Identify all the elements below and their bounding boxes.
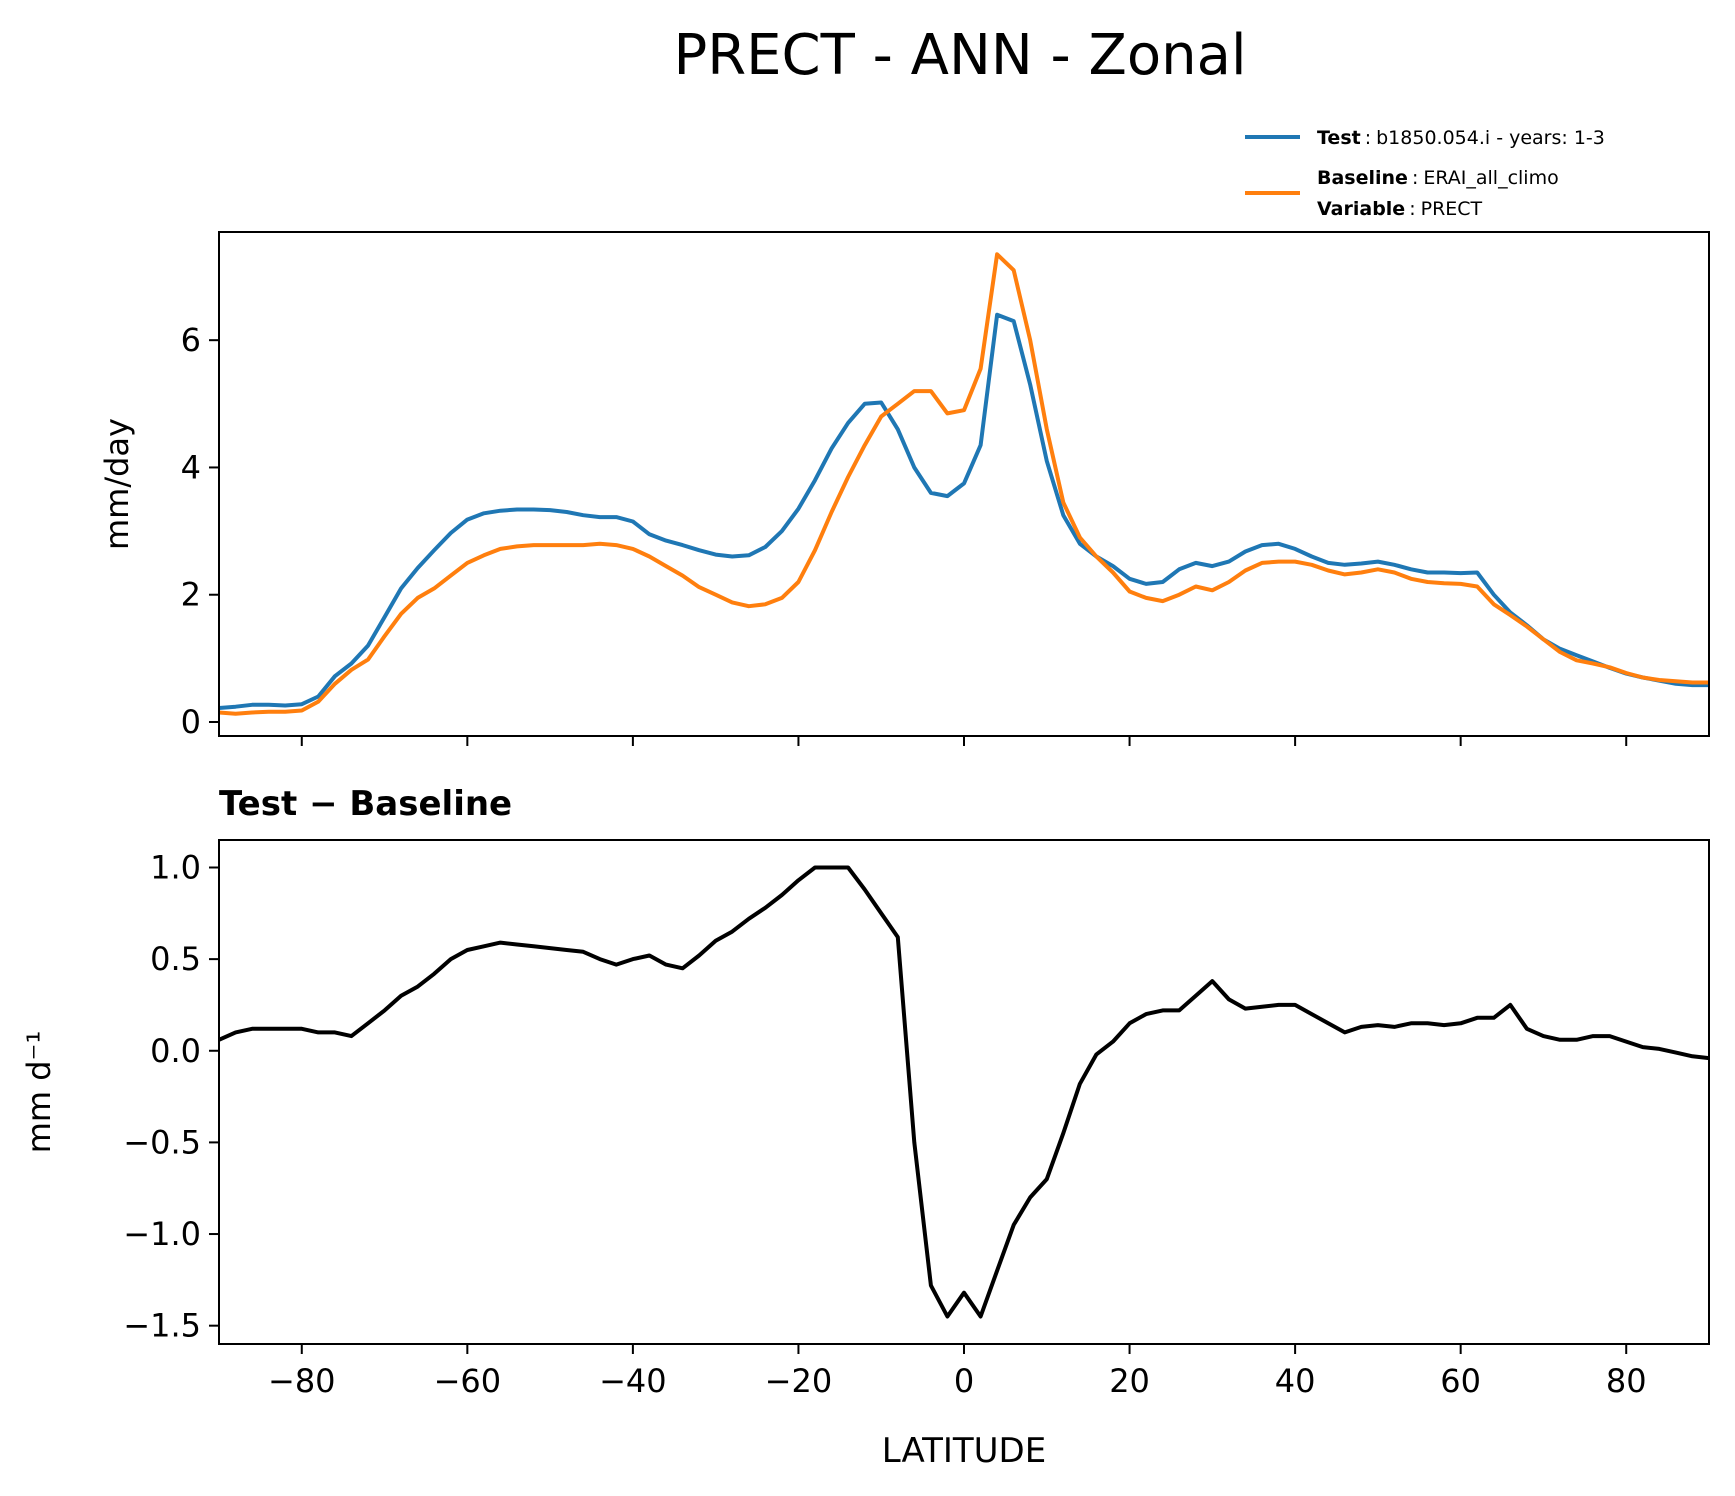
legend-test-sep: : [1365, 127, 1371, 149]
legend-variable-value: PRECT [1421, 198, 1483, 220]
top-axes-frame [218, 231, 1710, 737]
y-tick-label: −1.5 [123, 1307, 201, 1345]
bottom-x-ticks: −80 −60 −40 −20 0 20 40 60 80 [268, 1344, 1647, 1400]
y-tick-label: 4 [181, 448, 201, 486]
x-tick-label: −60 [434, 1362, 502, 1400]
top-x-ticks [300, 736, 1628, 746]
legend-variable-sep: : [1409, 198, 1415, 220]
x-tick-label: 80 [1606, 1362, 1647, 1400]
y-tick-label: −0.5 [123, 1123, 201, 1161]
y-tick-label: 0.0 [150, 1032, 201, 1070]
y-tick-label: 2 [181, 576, 201, 614]
bottom-panel-title: Test − Baseline [219, 784, 512, 824]
top-panel: 0 2 4 6 mm/day [98, 231, 1710, 746]
bottom-axes-frame [218, 839, 1710, 1345]
legend-baseline-text: Baseline: ERAI_all_climo [1317, 167, 1559, 189]
legend-test-text: Test: b1850.054.i - years: 1-3 [1317, 127, 1605, 149]
bottom-panel: Test − Baseline 1.0 0.5 0.0 −0.5 −1.0 −1.5 −8… [20, 784, 1710, 1471]
figure-title: PRECT - ANN - Zonal [673, 23, 1246, 88]
bottom-x-axis-label: LATITUDE [882, 1431, 1046, 1471]
x-tick-label: −40 [599, 1362, 667, 1400]
x-tick-label: −80 [268, 1362, 336, 1400]
legend-test-key: Test [1317, 127, 1361, 149]
bottom-y-axis-label: mm d⁻¹ [20, 1031, 58, 1154]
x-tick-label: 20 [1109, 1362, 1150, 1400]
y-tick-label: 0 [181, 703, 201, 741]
legend-baseline-value: ERAI_all_climo [1423, 167, 1558, 189]
x-tick-label: 40 [1275, 1362, 1316, 1400]
y-tick-label: 0.5 [150, 940, 201, 978]
legend-test-value: b1850.054.i - years: 1-3 [1376, 127, 1605, 149]
top-series-test-line [219, 312, 1709, 710]
bottom-series-lines [219, 865, 1709, 1319]
bottom-y-ticks: 1.0 0.5 0.0 −0.5 −1.0 −1.5 [123, 848, 219, 1345]
x-tick-label: 0 [954, 1362, 974, 1400]
legend-variable-key: Variable [1317, 198, 1405, 220]
legend: Test: b1850.054.i - years: 1-3 Baseline: E… [1245, 127, 1605, 220]
x-tick-label: −20 [765, 1362, 833, 1400]
y-tick-label: −1.0 [123, 1215, 201, 1253]
legend-baseline-sep: : [1412, 167, 1418, 189]
x-tick-label: 60 [1440, 1362, 1481, 1400]
top-y-ticks: 0 2 4 6 [181, 321, 219, 741]
legend-variable-text: Variable: PRECT [1317, 198, 1483, 220]
top-y-axis-label: mm/day [98, 418, 136, 550]
top-series-baseline-line [219, 252, 1709, 716]
top-series-lines [219, 252, 1709, 716]
y-tick-label: 1.0 [150, 848, 201, 886]
y-tick-label: 6 [181, 321, 201, 359]
legend-baseline-key: Baseline [1317, 167, 1408, 189]
bottom-series-test-baseline-line [219, 865, 1709, 1319]
